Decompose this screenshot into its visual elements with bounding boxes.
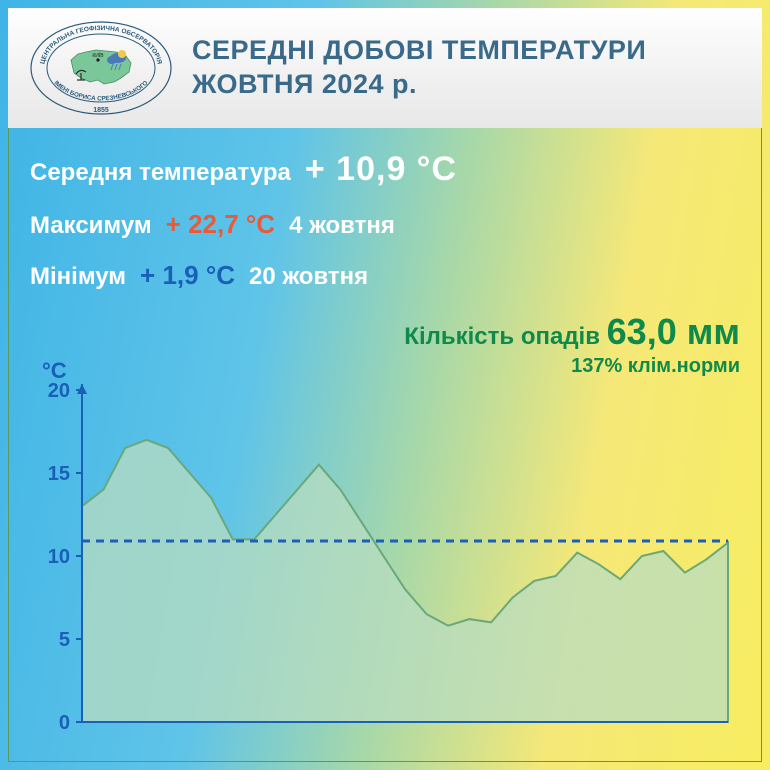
chart-svg: 0 5 10 15 20 [30, 380, 740, 740]
title-line1: СЕРЕДНІ ДОБОВІ ТЕМПЕРАТУРИ [192, 34, 744, 68]
avg-label: Середня температура [30, 159, 291, 187]
logo-city: КИЇВ [92, 52, 104, 59]
precip-norm: 137% клім.норми [30, 355, 740, 378]
avg-value: + 10,9 °С [305, 150, 457, 189]
precip-line1: Кількість опадів 63,0 мм [30, 311, 740, 353]
logo: ЦЕНТРАЛЬНА ГЕОФІЗИЧНА ОБСЕРВАТОРІЯ ІМЕНІ… [26, 18, 176, 118]
y-tick-label: 10 [48, 546, 70, 568]
stats-block: Середня температура + 10,9 °С Максимум +… [30, 150, 740, 382]
max-value: + 22,7 °С [166, 209, 275, 240]
min-label: Мінімум [30, 263, 126, 291]
y-tick-label: 20 [48, 380, 70, 402]
precip-value: 63,0 мм [607, 311, 740, 352]
precip-block: Кількість опадів 63,0 мм 137% клім.норми [30, 311, 740, 378]
max-label: Максимум [30, 212, 152, 240]
avg-temp-line: Середня температура + 10,9 °С [30, 150, 740, 189]
y-tick-label: 5 [59, 629, 70, 651]
logo-year: 1855 [93, 107, 109, 114]
svg-text:ІМЕНІ БОРИСА СРЕЗНЕВСЬКОГО: ІМЕНІ БОРИСА СРЕЗНЕВСЬКОГО [53, 79, 150, 102]
min-date: 20 жовтня [249, 263, 368, 291]
title-block: СЕРЕДНІ ДОБОВІ ТЕМПЕРАТУРИ ЖОВТНЯ 2024 р… [192, 34, 744, 102]
precip-label: Кількість опадів [404, 323, 600, 350]
y-tick-label: 0 [59, 712, 70, 734]
min-temp-line: Мінімум + 1,9 °С 20 жовтня [30, 260, 740, 291]
chart: 0 5 10 15 20 [30, 380, 740, 740]
logo-text-bottom: ІМЕНІ БОРИСА СРЕЗНЕВСЬКОГО [53, 79, 150, 102]
max-temp-line: Максимум + 22,7 °С 4 жовтня [30, 209, 740, 240]
logo-svg: ЦЕНТРАЛЬНА ГЕОФІЗИЧНА ОБСЕРВАТОРІЯ ІМЕНІ… [26, 18, 176, 118]
title-line2: ЖОВТНЯ 2024 р. [192, 68, 744, 102]
y-tick-label: 15 [48, 463, 70, 485]
min-value: + 1,9 °С [140, 260, 235, 291]
max-date: 4 жовтня [289, 212, 395, 240]
header: ЦЕНТРАЛЬНА ГЕОФІЗИЧНА ОБСЕРВАТОРІЯ ІМЕНІ… [8, 8, 762, 128]
chart-area [82, 440, 728, 722]
